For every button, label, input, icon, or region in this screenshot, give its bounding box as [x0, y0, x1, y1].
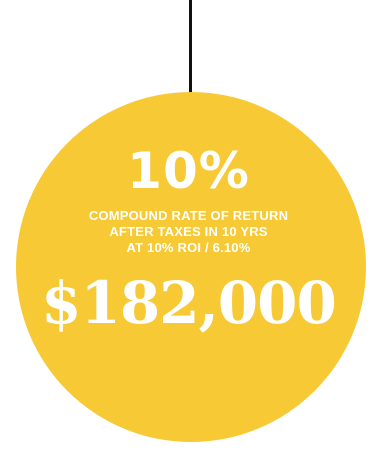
description-line-3: AT 10% ROI / 6.10%: [126, 240, 251, 255]
connector-line: [189, 0, 192, 94]
dollar-amount: $182,000: [41, 269, 337, 337]
rate-percentage: 10%: [127, 142, 250, 200]
description-line-1: COMPOUND RATE OF RETURN: [88, 208, 289, 223]
stat-circle: [16, 92, 366, 442]
description-line-2: AFTER TAXES IN 10 YRS: [109, 224, 268, 239]
